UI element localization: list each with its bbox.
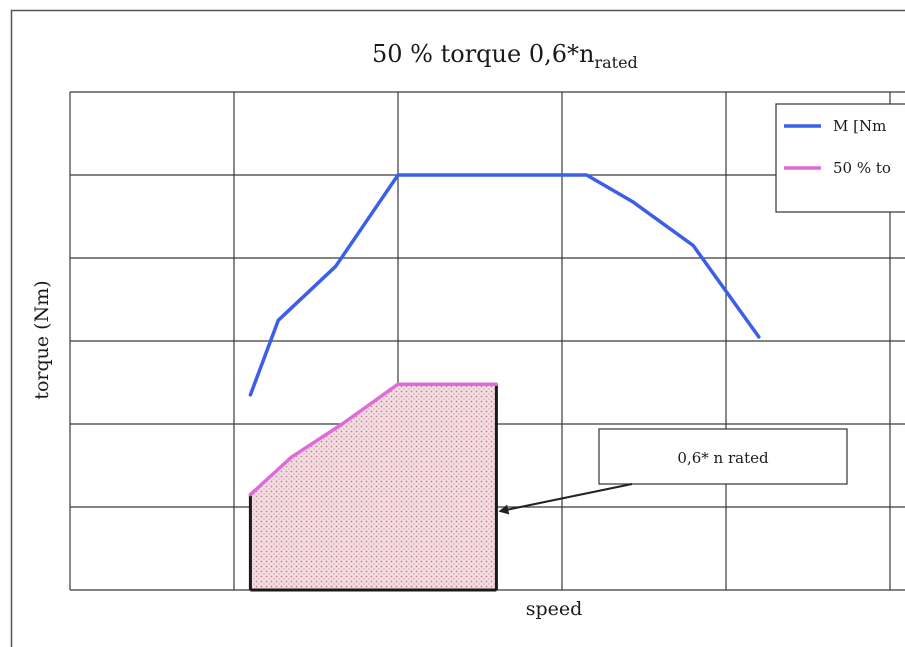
x-axis-label: speed [526,598,583,620]
y-axis-label: torque (Nm) [31,280,53,399]
series-line-m [248,173,761,397]
annotation-box [598,428,848,485]
annotation-arrow [498,483,633,515]
legend-label-50-percent-torque: 50 % to [833,159,891,177]
chart-title-subscript: rated [594,53,637,72]
shaded-region-edges [248,384,498,592]
legend: M [Nm 50 % to [775,103,905,213]
series-line-50-percent-torque [248,382,499,497]
annotation-text: 0,6* n rated [677,449,769,467]
chart-title: 50 % torque 0,6*nrated [372,40,638,72]
legend-label-m: M [Nm [833,117,886,135]
annotation: 0,6* n rated [498,428,848,515]
shaded-region [250,384,497,590]
legend-box [775,103,905,213]
chart-title-main: 50 % torque 0,6*n [372,40,594,68]
